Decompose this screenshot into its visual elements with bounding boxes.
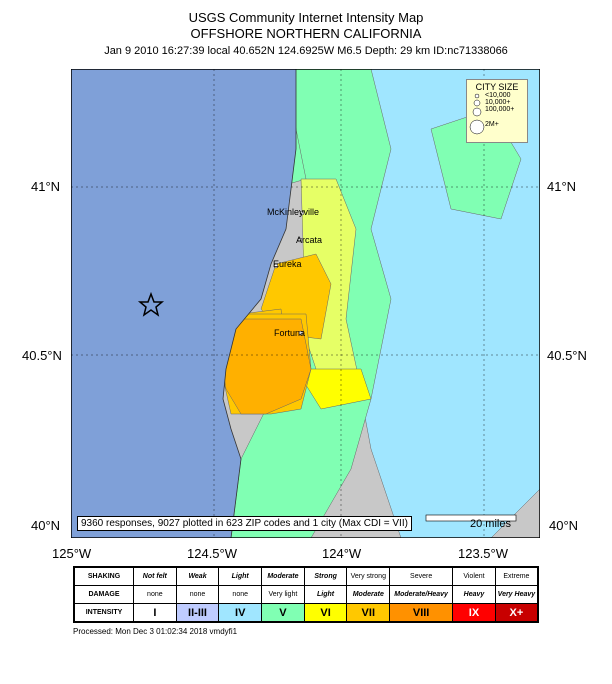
intensity-cell: I — [133, 603, 177, 623]
damage-header: DAMAGE — [73, 585, 134, 604]
city-size-circles-icon — [469, 93, 485, 135]
damage-cell: Heavy — [452, 585, 496, 604]
intensity-cell: V — [261, 603, 305, 623]
city-size-item: <10,000 — [485, 92, 511, 99]
lat-label-right: 40.5°N — [547, 348, 587, 363]
damage-cell: none — [175, 585, 220, 604]
zip-region-vi — [295, 368, 372, 410]
city-size-item: 10,000+ — [485, 99, 511, 106]
city-label-fortuna: Fortuna — [274, 328, 306, 338]
city-size-legend: CITY SIZE <10,000 10,000+ 100,000+ 2M+ — [466, 79, 528, 143]
intensity-header: INTENSITY — [73, 603, 134, 623]
shaking-row: SHAKING Not felt Weak Light Moderate Str… — [73, 566, 539, 586]
damage-cell: Moderate — [346, 585, 391, 604]
shaking-cell: Extreme — [494, 566, 539, 586]
lat-label-left: 40.5°N — [22, 348, 62, 363]
intensity-cell: X+ — [494, 603, 539, 623]
damage-row: DAMAGE none none none Very light Light M… — [73, 585, 539, 604]
city-marker-eureka — [273, 263, 279, 269]
damage-cell: Moderate/Heavy — [389, 585, 454, 604]
lat-label-right: 40°N — [549, 518, 579, 533]
shaking-cell: Not felt — [133, 566, 177, 586]
shaking-cell: Severe — [389, 566, 454, 586]
lat-label-right: 41°N — [547, 179, 577, 194]
city-size-title: CITY SIZE — [475, 82, 519, 92]
intensity-cell: VIII — [389, 603, 454, 623]
epicenter-star-icon — [137, 291, 165, 317]
lon-label: 125°W — [52, 546, 92, 561]
shaking-cell: Moderate — [261, 566, 305, 586]
city-marker-arcata — [297, 237, 303, 243]
damage-cell: Very Heavy — [494, 585, 539, 604]
event-info: Jan 9 2010 16:27:39 local 40.652N 124.69… — [104, 45, 508, 57]
lat-label-left: 41°N — [31, 179, 61, 194]
intensity-cell: IV — [218, 603, 263, 623]
scale-bar — [425, 514, 517, 522]
city-marker-fortuna — [298, 330, 304, 336]
damage-cell: none — [133, 585, 177, 604]
region-title: OFFSHORE NORTHERN CALIFORNIA — [190, 26, 422, 41]
lon-label: 123.5°W — [458, 546, 509, 561]
city-label-eureka: Eureka — [273, 259, 302, 269]
intensity-cell: II-III — [175, 603, 220, 623]
city-marker-mckinleyville — [299, 210, 305, 216]
shaking-cell: Violent — [452, 566, 496, 586]
intensity-row: INTENSITY I II-III IV V VI VII VIII IX X… — [73, 603, 539, 623]
responses-summary: 9360 responses, 9027 plotted in 623 ZIP … — [77, 516, 412, 531]
damage-cell: Light — [303, 585, 348, 604]
processed-timestamp: Processed: Mon Dec 3 01:02:34 2018 vmdyf… — [73, 627, 238, 636]
city-label-mckinleyville: McKinleyville — [267, 207, 320, 217]
city-label-arcata: Arcata — [296, 235, 323, 245]
lon-label: 124°W — [322, 546, 362, 561]
intensity-legend: SHAKING Not felt Weak Light Moderate Str… — [73, 566, 539, 623]
shaking-cell: Very strong — [346, 566, 391, 586]
city-size-item: 100,000+ — [485, 106, 515, 113]
shaking-header: SHAKING — [73, 566, 134, 586]
scale-label: 20 miles — [470, 518, 511, 530]
damage-cell: none — [218, 585, 263, 604]
lon-label: 124.5°W — [187, 546, 238, 561]
shaking-cell: Light — [218, 566, 263, 586]
lat-label-left: 40°N — [31, 518, 61, 533]
intensity-cell: VI — [303, 603, 348, 623]
damage-cell: Very light — [261, 585, 305, 604]
intensity-map[interactable] — [71, 69, 540, 538]
intensity-cell: VII — [346, 603, 391, 623]
map-title: USGS Community Internet Intensity Map — [188, 10, 424, 25]
intensity-cell: IX — [452, 603, 496, 623]
shaking-cell: Weak — [175, 566, 220, 586]
shaking-cell: Strong — [303, 566, 348, 586]
city-size-item: 2M+ — [485, 121, 499, 128]
